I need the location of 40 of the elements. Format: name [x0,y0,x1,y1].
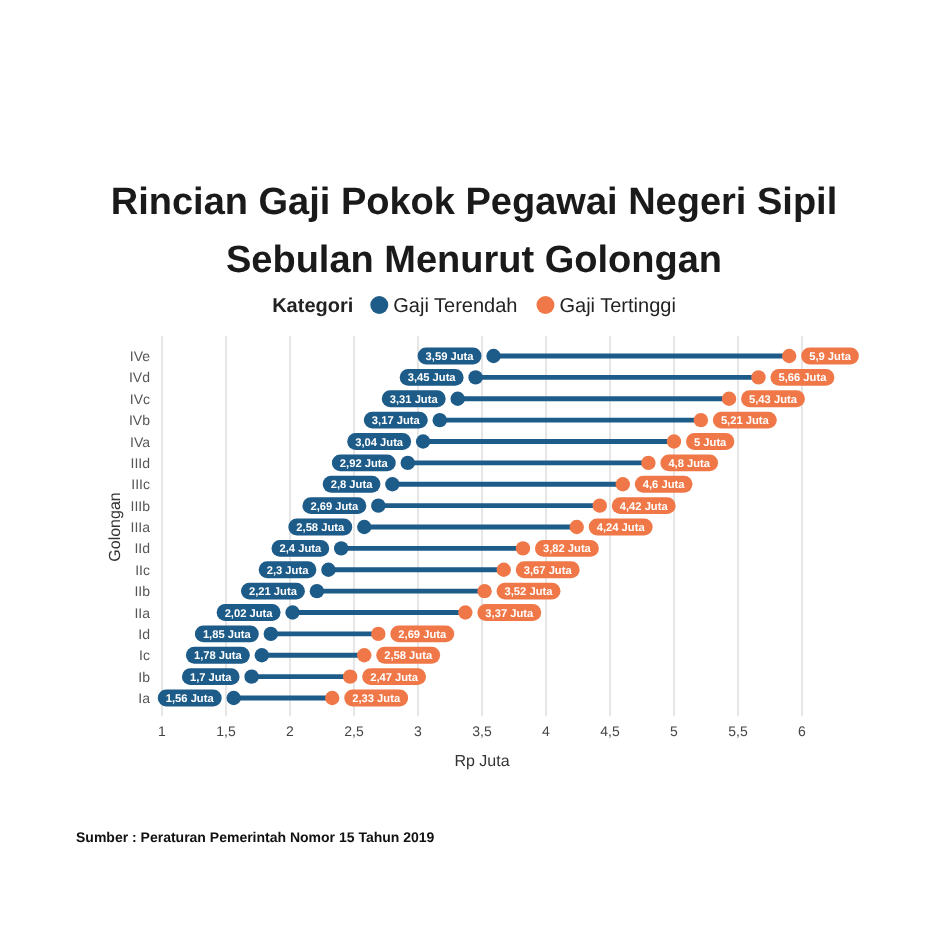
point [693,412,709,428]
point [592,498,607,513]
point [486,348,501,364]
point [357,519,372,535]
point [458,605,473,620]
point [226,690,241,706]
y-axis-title: Golongan [106,492,124,562]
point [357,648,372,663]
point [254,648,270,663]
point [450,391,465,406]
point [782,348,797,364]
legend-label: Gaji Tertinggi [559,296,676,318]
point [468,370,483,385]
point [371,626,386,642]
chart-title: Rincian Gaji Pokok Pegawai Negeri Sipil Sebulan Menurut Golongan [110,182,838,282]
x-axis-title: Rp Juta [454,752,511,770]
point [244,669,259,684]
point [751,370,766,385]
point [569,519,584,535]
legend-label: Gaji Terendah [393,296,518,318]
point [641,455,656,471]
point [496,562,511,577]
point [325,690,340,706]
point [342,669,358,684]
point [515,541,531,556]
point [721,391,737,406]
point [666,434,682,449]
point [285,605,300,620]
point [334,541,349,556]
point [432,412,447,428]
legend-title: Kategori [272,296,354,318]
point [400,455,415,471]
point [263,626,278,642]
point [415,434,431,449]
point [385,477,400,492]
point [615,477,630,492]
point [477,583,492,599]
point [371,498,386,513]
point [309,583,325,599]
point [321,562,336,577]
